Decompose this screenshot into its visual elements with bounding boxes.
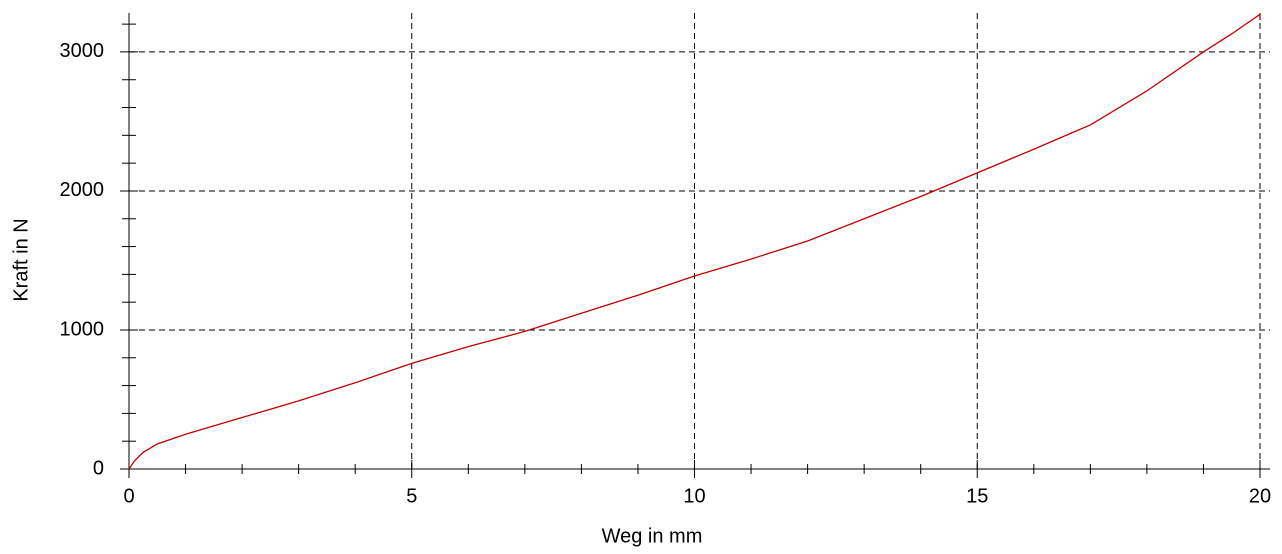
y-tick-label: 1000 — [60, 318, 105, 340]
data-line — [128, 13, 1261, 470]
y-tick-label: 3000 — [60, 40, 105, 62]
y-axis-label: Kraft in N — [10, 218, 32, 301]
y-tick-label: 2000 — [60, 179, 105, 201]
x-tick-label: 5 — [406, 485, 417, 507]
x-axis-label: Weg in mm — [602, 525, 703, 547]
y-tick-label: 0 — [93, 457, 104, 479]
x-tick-label: 15 — [966, 485, 988, 507]
x-tick-label: 0 — [123, 485, 134, 507]
x-tick-label: 20 — [1249, 485, 1271, 507]
x-tick-label: 10 — [683, 485, 705, 507]
